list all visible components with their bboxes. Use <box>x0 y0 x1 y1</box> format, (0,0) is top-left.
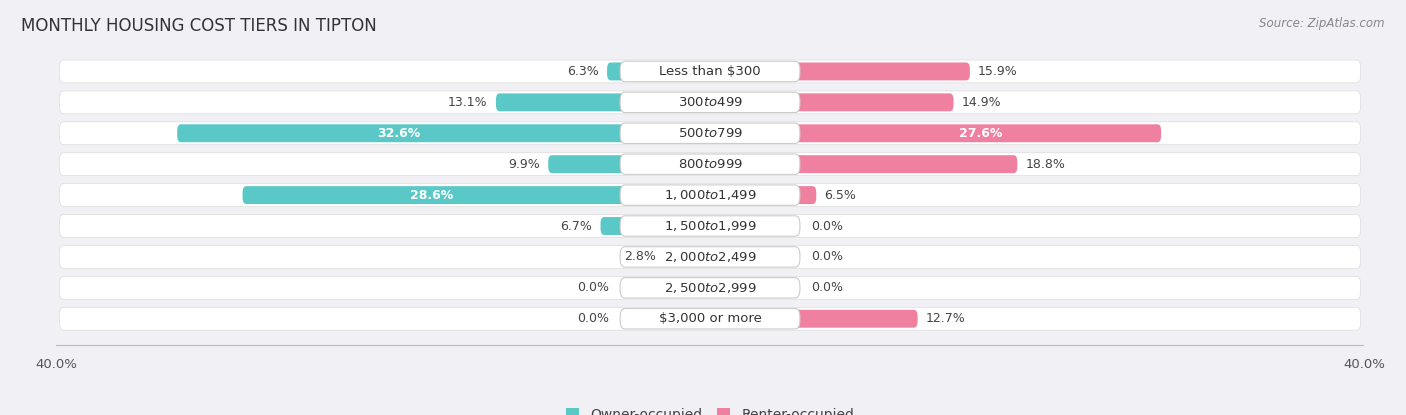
Text: 15.9%: 15.9% <box>979 65 1018 78</box>
Text: 0.0%: 0.0% <box>576 281 609 294</box>
FancyBboxPatch shape <box>59 276 1361 299</box>
FancyBboxPatch shape <box>59 153 1361 176</box>
Text: 0.0%: 0.0% <box>811 220 844 232</box>
Text: 0.0%: 0.0% <box>811 250 844 264</box>
FancyBboxPatch shape <box>620 247 800 267</box>
Text: 6.7%: 6.7% <box>561 220 592 232</box>
FancyBboxPatch shape <box>600 217 626 235</box>
Text: 28.6%: 28.6% <box>409 188 453 202</box>
FancyBboxPatch shape <box>794 310 918 328</box>
FancyBboxPatch shape <box>607 63 626 81</box>
FancyBboxPatch shape <box>664 248 710 266</box>
FancyBboxPatch shape <box>59 60 1361 83</box>
FancyBboxPatch shape <box>620 216 800 236</box>
Text: $1,500 to $1,999: $1,500 to $1,999 <box>664 219 756 233</box>
FancyBboxPatch shape <box>59 122 1361 145</box>
FancyBboxPatch shape <box>794 93 953 111</box>
Text: 27.6%: 27.6% <box>959 127 1002 140</box>
Text: Less than $300: Less than $300 <box>659 65 761 78</box>
FancyBboxPatch shape <box>620 185 800 205</box>
Text: 2.8%: 2.8% <box>624 250 657 264</box>
FancyBboxPatch shape <box>620 61 800 82</box>
Text: Source: ZipAtlas.com: Source: ZipAtlas.com <box>1260 17 1385 29</box>
FancyBboxPatch shape <box>794 63 970 81</box>
Text: 9.9%: 9.9% <box>509 158 540 171</box>
Text: 12.7%: 12.7% <box>925 312 966 325</box>
Text: $3,000 or more: $3,000 or more <box>658 312 762 325</box>
Text: MONTHLY HOUSING COST TIERS IN TIPTON: MONTHLY HOUSING COST TIERS IN TIPTON <box>21 17 377 34</box>
FancyBboxPatch shape <box>59 307 1361 330</box>
FancyBboxPatch shape <box>620 278 800 298</box>
Text: 14.9%: 14.9% <box>962 96 1001 109</box>
FancyBboxPatch shape <box>794 124 1161 142</box>
FancyBboxPatch shape <box>620 123 800 144</box>
FancyBboxPatch shape <box>496 93 626 111</box>
Text: $800 to $999: $800 to $999 <box>678 158 742 171</box>
Text: 18.8%: 18.8% <box>1025 158 1066 171</box>
Text: $300 to $499: $300 to $499 <box>678 96 742 109</box>
Legend: Owner-occupied, Renter-occupied: Owner-occupied, Renter-occupied <box>565 408 855 415</box>
FancyBboxPatch shape <box>59 215 1361 237</box>
FancyBboxPatch shape <box>620 92 800 112</box>
Text: $500 to $799: $500 to $799 <box>678 127 742 140</box>
FancyBboxPatch shape <box>59 184 1361 207</box>
FancyBboxPatch shape <box>243 186 626 204</box>
Text: 13.1%: 13.1% <box>449 96 488 109</box>
Text: $1,000 to $1,499: $1,000 to $1,499 <box>664 188 756 202</box>
FancyBboxPatch shape <box>620 308 800 329</box>
Text: $2,000 to $2,499: $2,000 to $2,499 <box>664 250 756 264</box>
FancyBboxPatch shape <box>59 91 1361 114</box>
FancyBboxPatch shape <box>177 124 626 142</box>
Text: 6.5%: 6.5% <box>824 188 856 202</box>
FancyBboxPatch shape <box>620 154 800 174</box>
FancyBboxPatch shape <box>59 246 1361 269</box>
Text: 0.0%: 0.0% <box>811 281 844 294</box>
Text: $2,500 to $2,999: $2,500 to $2,999 <box>664 281 756 295</box>
FancyBboxPatch shape <box>794 186 817 204</box>
Text: 32.6%: 32.6% <box>377 127 420 140</box>
Text: 6.3%: 6.3% <box>567 65 599 78</box>
FancyBboxPatch shape <box>794 155 1018 173</box>
Text: 0.0%: 0.0% <box>576 312 609 325</box>
FancyBboxPatch shape <box>548 155 626 173</box>
